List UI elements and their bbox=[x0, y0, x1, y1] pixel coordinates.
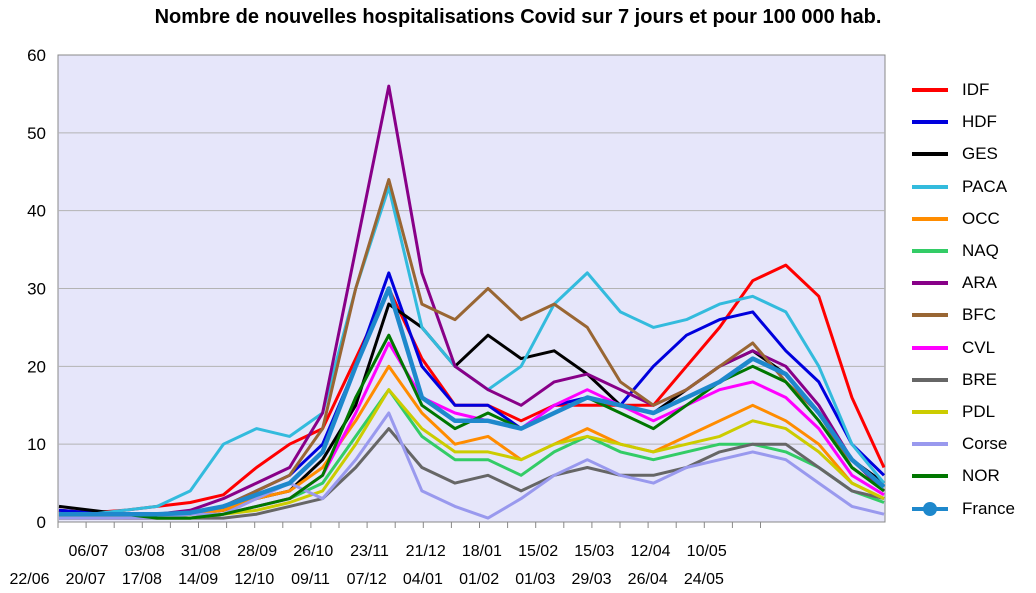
y-tick-label: 50 bbox=[27, 124, 46, 143]
legend-label: BFC bbox=[962, 305, 996, 325]
x-tick-label: 17/08 bbox=[122, 571, 162, 588]
x-tick-label: 07/12 bbox=[347, 571, 387, 588]
x-tick-label: 20/07 bbox=[66, 571, 106, 588]
legend: IDF HDF GES PACA OCC NAQ ARA BFC CVL BRE PDL Corse N… bbox=[912, 74, 1036, 525]
x-tick-label: 29/03 bbox=[571, 571, 611, 588]
legend-item: CVL bbox=[912, 332, 1036, 364]
legend-swatch bbox=[912, 501, 948, 516]
legend-label: NOR bbox=[962, 466, 1000, 486]
legend-swatch bbox=[912, 281, 948, 286]
legend-label: BRE bbox=[962, 369, 997, 389]
x-axis: 22/06 20/07 17/08 14/09 12/10 09/11 07/12 04/01… bbox=[9, 522, 761, 588]
legend-label: CVL bbox=[962, 337, 996, 357]
legend-label: PACA bbox=[962, 176, 1008, 196]
chart-title: Nombre de nouvelles hospitalisations Cov… bbox=[154, 6, 882, 28]
legend-swatch bbox=[912, 474, 948, 479]
legend-swatch bbox=[912, 442, 948, 447]
legend-item: Corse bbox=[912, 428, 1036, 460]
x-tick-label: 22/06 bbox=[9, 571, 49, 588]
legend-label: PDL bbox=[962, 401, 996, 421]
legend-item: BRE bbox=[912, 364, 1036, 396]
y-tick-label: 20 bbox=[27, 357, 46, 376]
x-tick-label: 15/02 bbox=[518, 543, 558, 560]
x-tick-label: 06/07 bbox=[68, 543, 108, 560]
x-tick-label: 26/10 bbox=[293, 543, 333, 560]
legend-item: NAQ bbox=[912, 235, 1036, 267]
x-tick-label: 12/04 bbox=[630, 543, 670, 560]
legend-swatch bbox=[912, 345, 948, 350]
legend-label: Corse bbox=[962, 434, 1008, 454]
legend-swatch bbox=[912, 120, 948, 125]
legend-swatch bbox=[912, 377, 948, 382]
x-tick-label: 28/09 bbox=[237, 543, 277, 560]
legend-swatch bbox=[912, 152, 948, 157]
x-tick-label: 10/05 bbox=[687, 543, 727, 560]
x-tick-label: 26/04 bbox=[628, 571, 668, 588]
legend-label: GES bbox=[962, 144, 998, 164]
x-tick-label: 09/11 bbox=[291, 571, 330, 588]
series-line-corse bbox=[59, 411, 885, 520]
legend-item: OCC bbox=[912, 203, 1036, 235]
legend-label: IDF bbox=[962, 80, 990, 100]
x-tick-label: 21/12 bbox=[406, 543, 446, 560]
legend-swatch bbox=[912, 216, 948, 221]
legend-item: France bbox=[912, 492, 1036, 524]
legend-item: GES bbox=[912, 138, 1036, 170]
series-line-ara bbox=[59, 84, 886, 516]
x-tick-label: 24/05 bbox=[684, 571, 724, 588]
x-tick-label: 18/01 bbox=[462, 543, 502, 560]
x-tick-label: 12/10 bbox=[234, 571, 274, 588]
y-tick-label: 30 bbox=[27, 280, 46, 299]
legend-item: HDF bbox=[912, 106, 1036, 138]
legend-swatch bbox=[912, 409, 948, 414]
legend-swatch bbox=[912, 249, 948, 254]
series-line-france bbox=[59, 286, 886, 517]
x-tick-label: 01/02 bbox=[459, 571, 499, 588]
legend-marker bbox=[923, 501, 937, 516]
x-tick-label: 03/08 bbox=[125, 543, 165, 560]
y-tick-label: 0 bbox=[37, 513, 46, 532]
legend-label: HDF bbox=[962, 112, 997, 132]
y-tick-label: 60 bbox=[27, 46, 46, 65]
legend-swatch bbox=[912, 88, 948, 93]
x-tick-label: 15/03 bbox=[574, 543, 614, 560]
legend-swatch bbox=[912, 313, 948, 318]
legend-item: ARA bbox=[912, 267, 1036, 299]
y-axis: 0 10 20 30 40 50 60 bbox=[27, 46, 46, 532]
legend-label: NAQ bbox=[962, 241, 999, 261]
legend-swatch bbox=[912, 184, 948, 189]
legend-item: IDF bbox=[912, 74, 1036, 106]
legend-item: PDL bbox=[912, 396, 1036, 428]
x-tick-label: 01/03 bbox=[515, 571, 555, 588]
legend-label: France bbox=[962, 498, 1015, 518]
y-tick-label: 10 bbox=[27, 435, 46, 454]
x-tick-label: 31/08 bbox=[181, 543, 221, 560]
x-tick-label: 14/09 bbox=[178, 571, 218, 588]
x-tick-label: 23/11 bbox=[350, 543, 389, 560]
series-lines bbox=[58, 84, 886, 520]
x-tick-label: 04/01 bbox=[403, 571, 443, 588]
legend-label: ARA bbox=[962, 273, 997, 293]
legend-item: BFC bbox=[912, 299, 1036, 331]
legend-item: NOR bbox=[912, 460, 1036, 492]
legend-item: PACA bbox=[912, 171, 1036, 203]
legend-label: OCC bbox=[962, 208, 1000, 228]
y-tick-label: 40 bbox=[27, 202, 46, 221]
